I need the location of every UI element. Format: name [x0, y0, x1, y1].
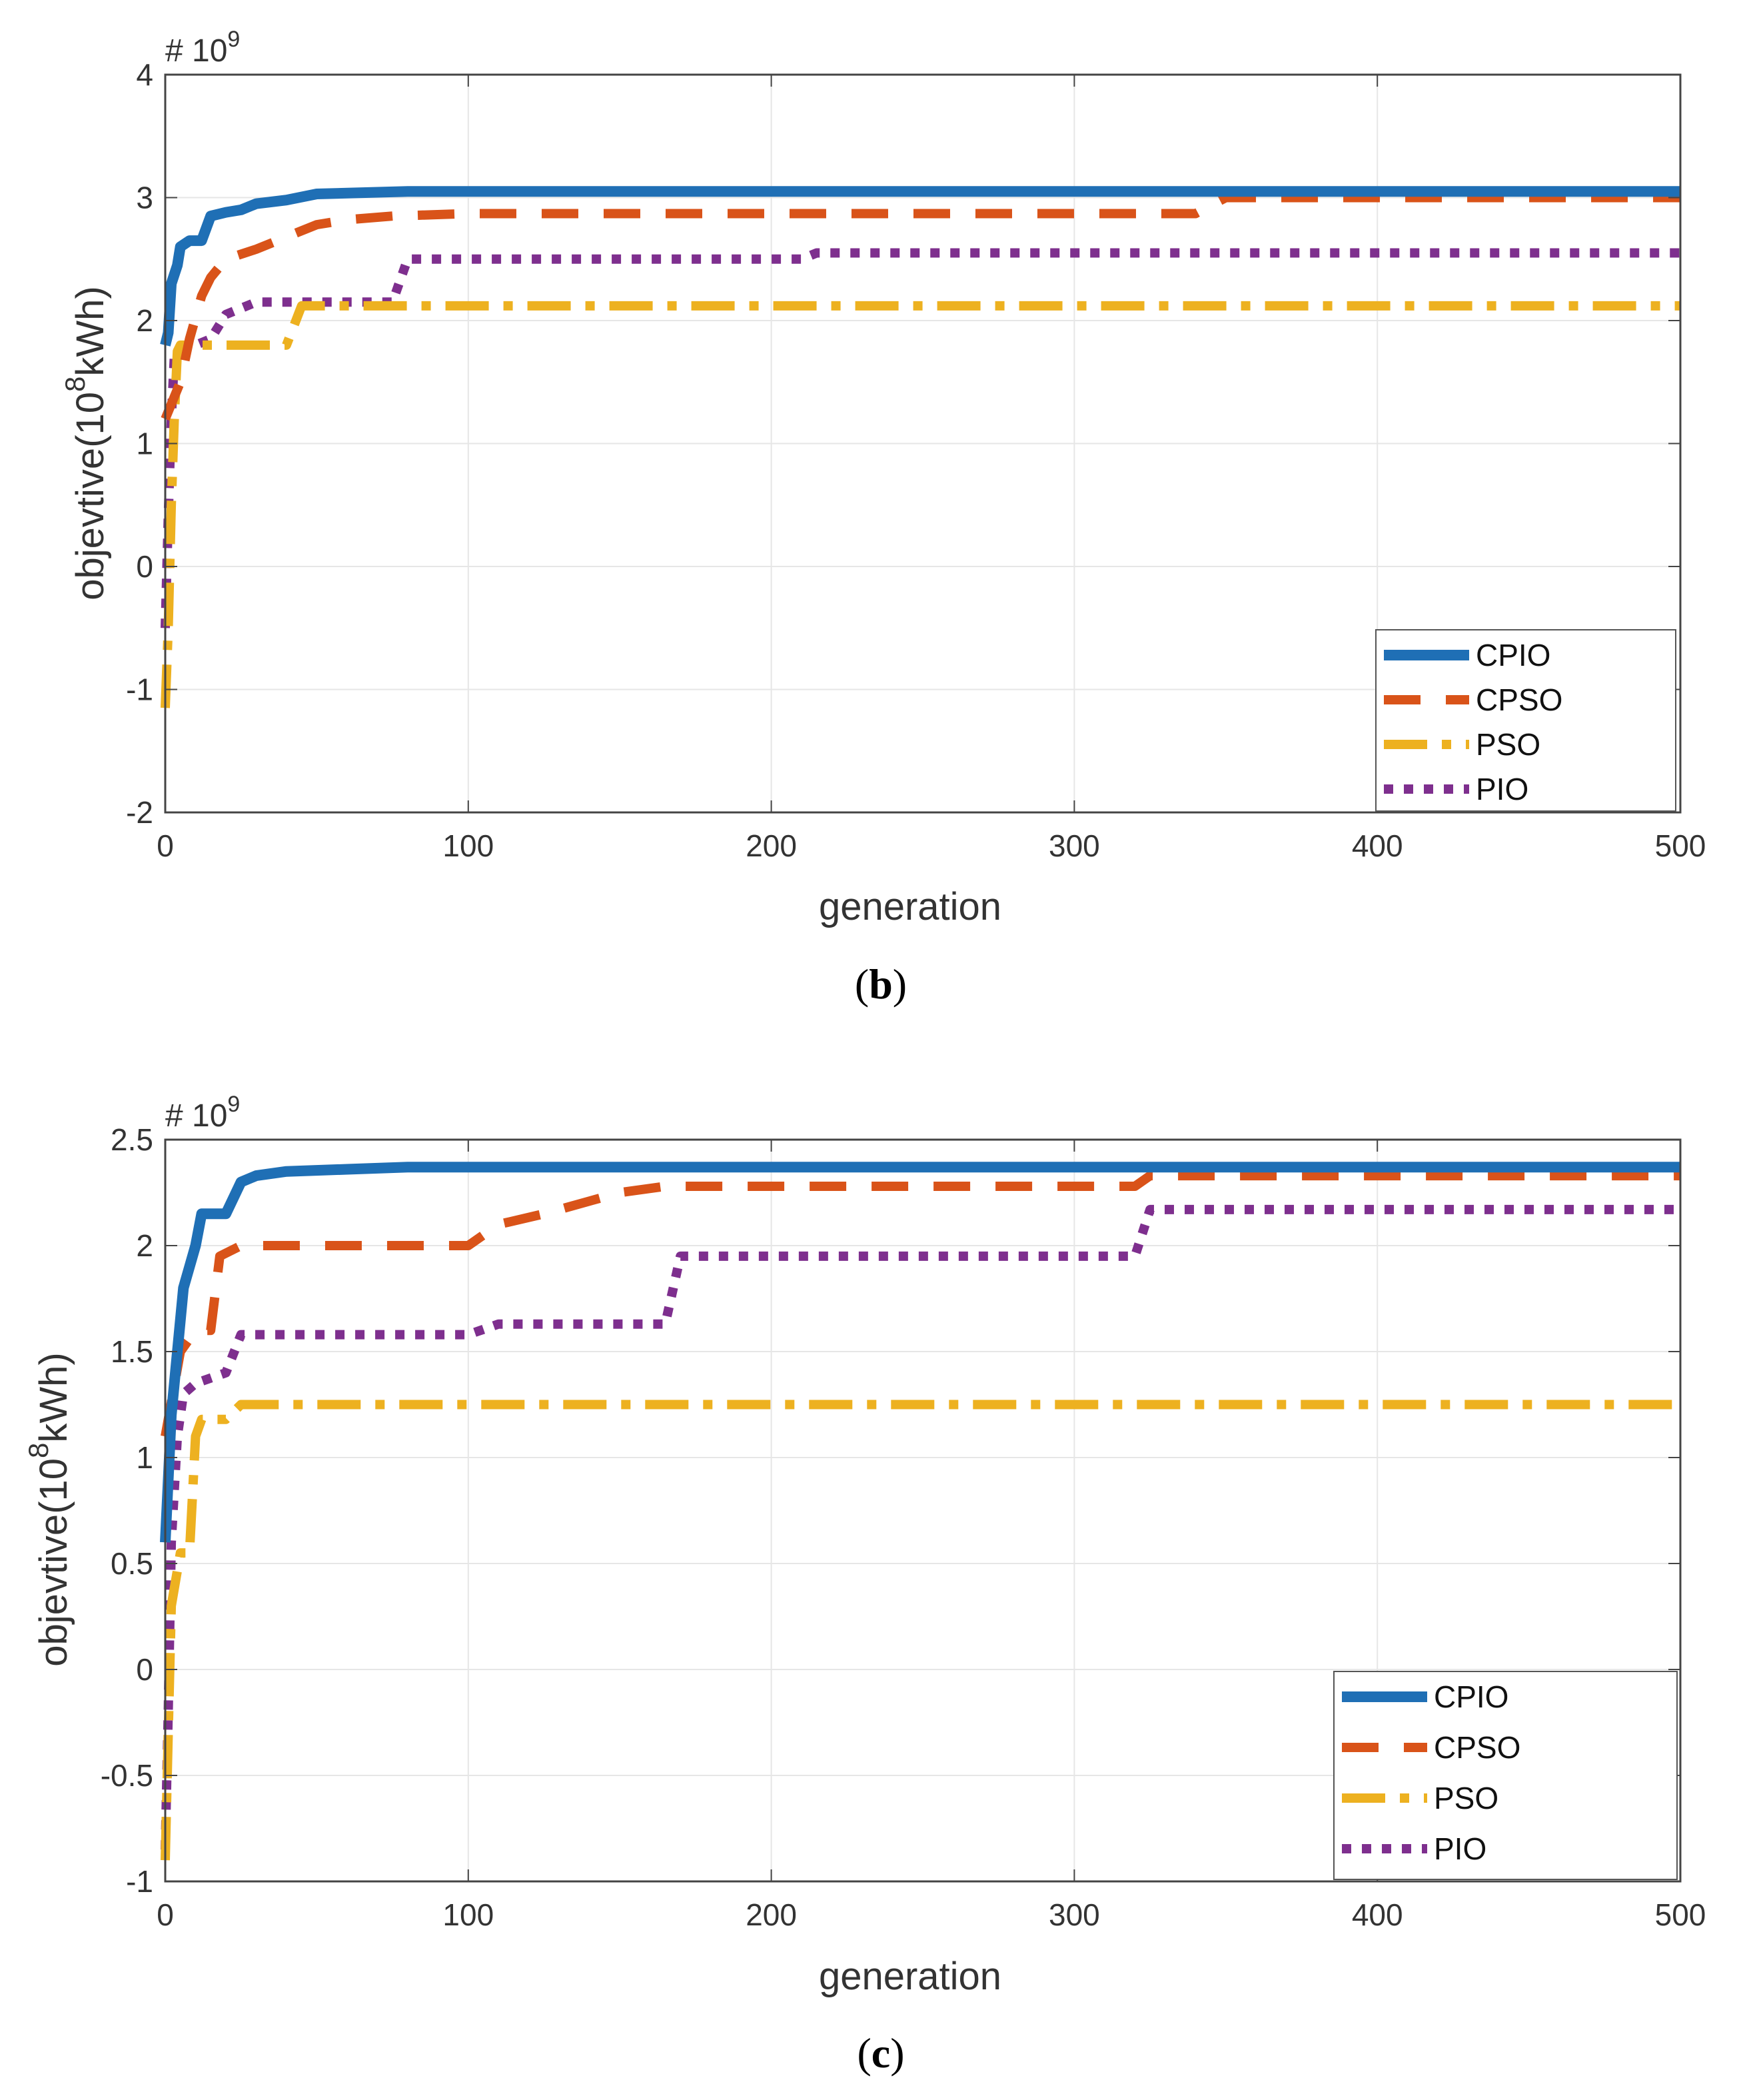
plot-frame-c [164, 1138, 1682, 1883]
x-tick-label: 300 [1049, 1897, 1100, 1932]
x-axis-label-c: generation [819, 1955, 1001, 1998]
y-axis-label-c: objevtive(108kWh) [23, 1352, 75, 1666]
y-tick-label: 2.5 [111, 1122, 153, 1157]
y-tick-label: 0 [136, 1652, 153, 1687]
x-tick-label: 500 [1655, 1897, 1706, 1932]
legend-label-pso: PSO [1434, 1781, 1498, 1815]
series-line-cpso [161, 1171, 1680, 1438]
panel-c: 0 100 200 300 400 500 -1 -0.5 0 0.5 1 1.5 2 2.5 # 10… [23, 1092, 1706, 2077]
yticks-b: -2 -1 0 1 2 3 4 [126, 57, 1680, 830]
x-tick-label: 300 [1049, 828, 1100, 863]
x-axis-label-b: generation [819, 885, 1001, 928]
panel-b: 0 100 200 300 400 500 -2 -1 0 1 2 3 4 # 109 objevti… [59, 27, 1706, 1008]
legend-label-cpio: CPIO [1476, 638, 1550, 672]
caption-c: (c) [857, 2029, 904, 2077]
y-tick-label: 4 [136, 57, 153, 92]
exponent-label-c: # 109 [165, 1092, 240, 1134]
y-tick-label: 1 [136, 1440, 153, 1475]
y-tick-label: 0 [136, 549, 153, 584]
xticks-c: 0 100 200 300 400 500 [157, 1140, 1706, 1932]
y-tick-label: 2 [136, 1228, 153, 1263]
y-tick-label: 3 [136, 181, 153, 215]
series-line-cpio [160, 186, 1680, 347]
y-tick-label: -2 [126, 795, 153, 830]
series-line-pio [161, 1204, 1680, 1850]
exponent-label-b: # 109 [165, 27, 240, 69]
y-tick-label: -0.5 [101, 1758, 153, 1793]
y-tick-label: -1 [126, 1864, 153, 1899]
legend-label-pio: PIO [1434, 1831, 1486, 1866]
y-tick-label: 0.5 [111, 1546, 153, 1581]
xticks-b: 0 100 200 300 400 500 [157, 75, 1706, 863]
y-tick-label: 1.5 [111, 1334, 153, 1369]
legend-b: CPIO CPSO PSO PIO [1375, 629, 1676, 812]
y-tick-label: -1 [126, 672, 153, 707]
x-tick-label: 0 [157, 1897, 174, 1932]
legend-c: CPIO CPSO PSO PIO [1333, 1671, 1678, 1880]
x-tick-label: 500 [1655, 828, 1706, 863]
x-tick-label: 200 [746, 828, 797, 863]
legend-label-cpio: CPIO [1434, 1679, 1508, 1714]
series-line-pso [161, 301, 1680, 708]
legend-label-cpso: CPSO [1434, 1730, 1520, 1765]
legend-label-pso: PSO [1476, 727, 1540, 762]
caption-b: (b) [855, 960, 907, 1008]
x-tick-label: 400 [1352, 828, 1403, 863]
yticks-c: -1 -0.5 0 0.5 1 1.5 2 2.5 [101, 1122, 1680, 1899]
series-line-cpio [160, 1162, 1680, 1543]
x-tick-label: 100 [442, 1897, 494, 1932]
x-tick-label: 400 [1352, 1897, 1403, 1932]
x-tick-label: 200 [746, 1897, 797, 1932]
series-group-b [160, 186, 1680, 708]
y-axis-label-b: objevtive(108kWh) [59, 286, 112, 600]
y-tick-label: 1 [136, 427, 153, 461]
legend-label-pio: PIO [1476, 772, 1528, 806]
x-tick-label: 0 [157, 828, 174, 863]
x-tick-label: 100 [442, 828, 494, 863]
y-tick-label: 2 [136, 303, 153, 338]
legend-label-cpso: CPSO [1476, 682, 1562, 717]
